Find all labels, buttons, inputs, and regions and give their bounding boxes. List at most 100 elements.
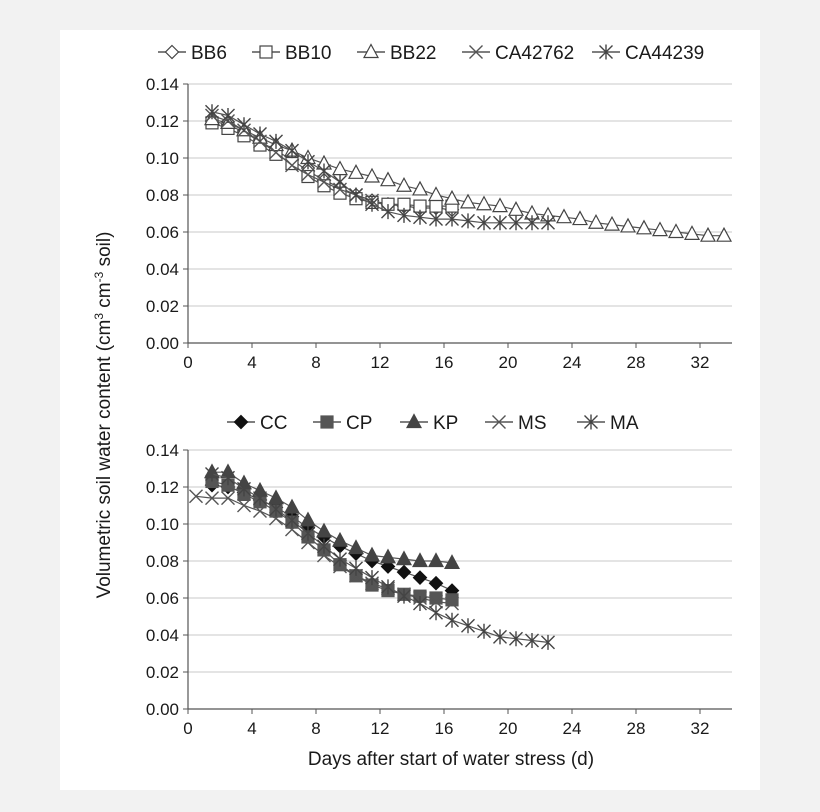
data-point: [317, 175, 331, 190]
data-point: [443, 189, 461, 205]
y-tick-label: 0.10: [146, 515, 179, 534]
data-point: [477, 215, 491, 231]
data-point: [493, 215, 507, 231]
data-point: [461, 618, 475, 634]
data-point: [395, 550, 413, 566]
data-point: [587, 213, 605, 229]
y-tick-label: 0.00: [146, 700, 179, 719]
data-point: [205, 491, 219, 506]
data-point: [221, 491, 235, 506]
x-tick-label: 4: [247, 353, 256, 372]
legend-label: BB6: [191, 43, 227, 64]
data-point: [509, 215, 523, 231]
legend-marker: [164, 44, 180, 60]
data-point: [285, 143, 299, 159]
data-point: [619, 217, 637, 233]
chart-panel-1: 0.00 0.02 0.04 0.06 0.08 0.10 0.12 0.14 0 4 8 12 16 2…: [146, 43, 733, 372]
y-tick-label: 0.08: [146, 186, 179, 205]
data-point: [331, 160, 349, 176]
y-tick-label: 0.12: [146, 478, 179, 497]
data-point: [429, 594, 443, 609]
data-point: [237, 481, 251, 497]
data-point: [635, 219, 653, 235]
data-point: [253, 490, 267, 506]
data-point: [221, 107, 235, 123]
data-point: [667, 223, 685, 239]
legend-marker: [469, 45, 483, 59]
x-tick-label: 32: [691, 353, 710, 372]
series-MA: [205, 466, 555, 650]
series-line: [211, 122, 452, 207]
data-point: [283, 498, 301, 514]
legend-entry-CP: CP: [313, 413, 372, 434]
data-point: [301, 154, 315, 170]
data-point: [397, 207, 411, 223]
y-tick-label: 0.10: [146, 149, 179, 168]
series-line: [211, 484, 453, 592]
data-point: [347, 164, 365, 179]
y-tick-label: 0.02: [146, 297, 179, 316]
data-point: [381, 579, 395, 595]
data-point: [525, 633, 539, 649]
data-point: [525, 215, 539, 231]
data-point: [477, 623, 491, 639]
x-tick-label: 8: [311, 353, 320, 372]
y-tick-label: 0.14: [146, 441, 179, 460]
legend-entry-CA42762: CA42762: [462, 43, 574, 64]
data-point: [285, 512, 299, 528]
legend-marker: [362, 43, 380, 59]
data-point: [443, 554, 461, 569]
data-point: [571, 210, 589, 226]
data-point: [429, 199, 443, 213]
x-tick-label: 28: [627, 353, 646, 372]
series-line: [211, 120, 453, 211]
data-point: [475, 195, 493, 211]
chart-panel-2: 0.00 0.02 0.04 0.06 0.08 0.10 0.12 0.14 0 4 8 12 16 2…: [146, 413, 732, 738]
y-tick-label: 0.12: [146, 112, 179, 131]
legend-label: MS: [518, 413, 547, 434]
data-point: [427, 186, 445, 202]
data-point: [333, 551, 347, 567]
series-BB22: [203, 110, 733, 242]
series-line: [211, 480, 453, 601]
legend-marker: [584, 414, 598, 430]
legend-label: CA42762: [495, 43, 574, 64]
y-tick-label: 0.02: [146, 663, 179, 682]
x-tick-label: 32: [691, 719, 710, 738]
legend-entry-MA: MA: [577, 413, 639, 434]
data-point: [429, 211, 443, 227]
y-axis-title-sup1: 3: [92, 313, 106, 320]
data-point: [461, 213, 475, 229]
y-axis-title-sup2: -3: [92, 271, 106, 282]
legend-label: CP: [346, 413, 372, 434]
data-point: [427, 552, 445, 568]
data-point: [397, 588, 411, 604]
legend-entry-BB10: BB10: [252, 43, 331, 64]
data-point: [237, 498, 251, 513]
y-tick-label: 0.04: [146, 260, 179, 279]
data-point: [395, 176, 413, 192]
legend-marker: [405, 413, 423, 429]
data-point: [285, 158, 299, 173]
data-point: [363, 546, 381, 562]
data-point: [411, 180, 429, 196]
data-point: [299, 511, 317, 527]
data-point: [445, 612, 459, 628]
series-line: [211, 111, 548, 224]
data-point: [349, 187, 363, 203]
x-tick-label: 28: [627, 719, 646, 738]
data-point: [412, 570, 428, 585]
data-point: [363, 167, 381, 183]
legend-marker: [233, 414, 249, 430]
data-point: [253, 504, 267, 519]
legend-label: MA: [610, 413, 639, 434]
data-point: [349, 560, 363, 576]
y-tick-label: 0.06: [146, 589, 179, 608]
data-point: [459, 193, 477, 209]
data-point: [429, 605, 443, 621]
data-point: [379, 548, 397, 564]
data-point: [699, 226, 717, 242]
x-tick-label: 0: [183, 719, 192, 738]
